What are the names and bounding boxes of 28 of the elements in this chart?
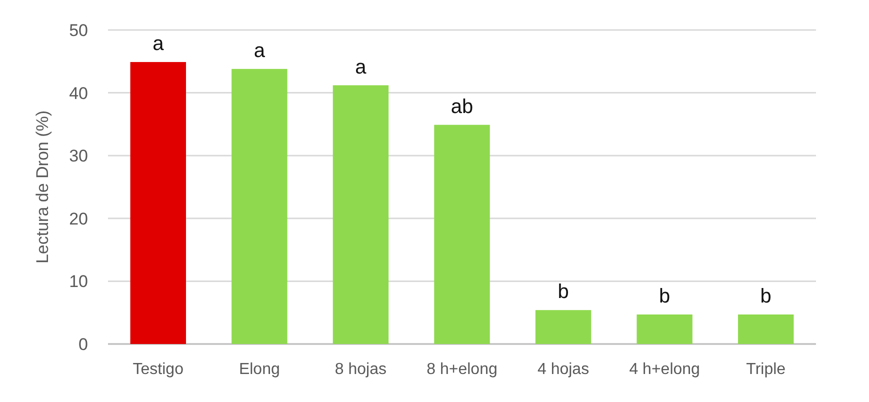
bar (535, 310, 592, 344)
annotation: b (760, 285, 772, 308)
annotation: a (254, 40, 266, 62)
y-tick-label: 30 (69, 146, 88, 166)
bar (738, 314, 794, 344)
annotation: b (659, 285, 670, 308)
bar (332, 85, 389, 344)
y-tick-label: 50 (69, 20, 88, 40)
y-tick-label: 40 (69, 84, 88, 103)
bar (636, 314, 692, 344)
bar (434, 124, 490, 344)
x-tick-label: Elong (238, 361, 280, 378)
x-tick-label: 4 hojas (537, 361, 590, 378)
y-tick-label: 10 (69, 272, 88, 292)
x-tick-label: 8 hojas (334, 361, 387, 378)
y-tick-label: 0 (78, 334, 88, 354)
bar (232, 68, 288, 344)
y-tick-label: 20 (69, 209, 88, 228)
x-tick-label: 8 h+elong (426, 361, 498, 378)
x-tick-label: Triple (746, 361, 786, 378)
annotation: a (152, 33, 165, 56)
y-axis-title: Lectura de Dron (%) (33, 110, 52, 264)
annotation: b (558, 281, 569, 304)
x-tick-label: 4 h+elong (629, 361, 700, 378)
annotation: ab (450, 96, 474, 118)
bar (130, 62, 186, 344)
annotation: a (355, 56, 368, 78)
x-tick-label: Testigo (132, 361, 184, 378)
